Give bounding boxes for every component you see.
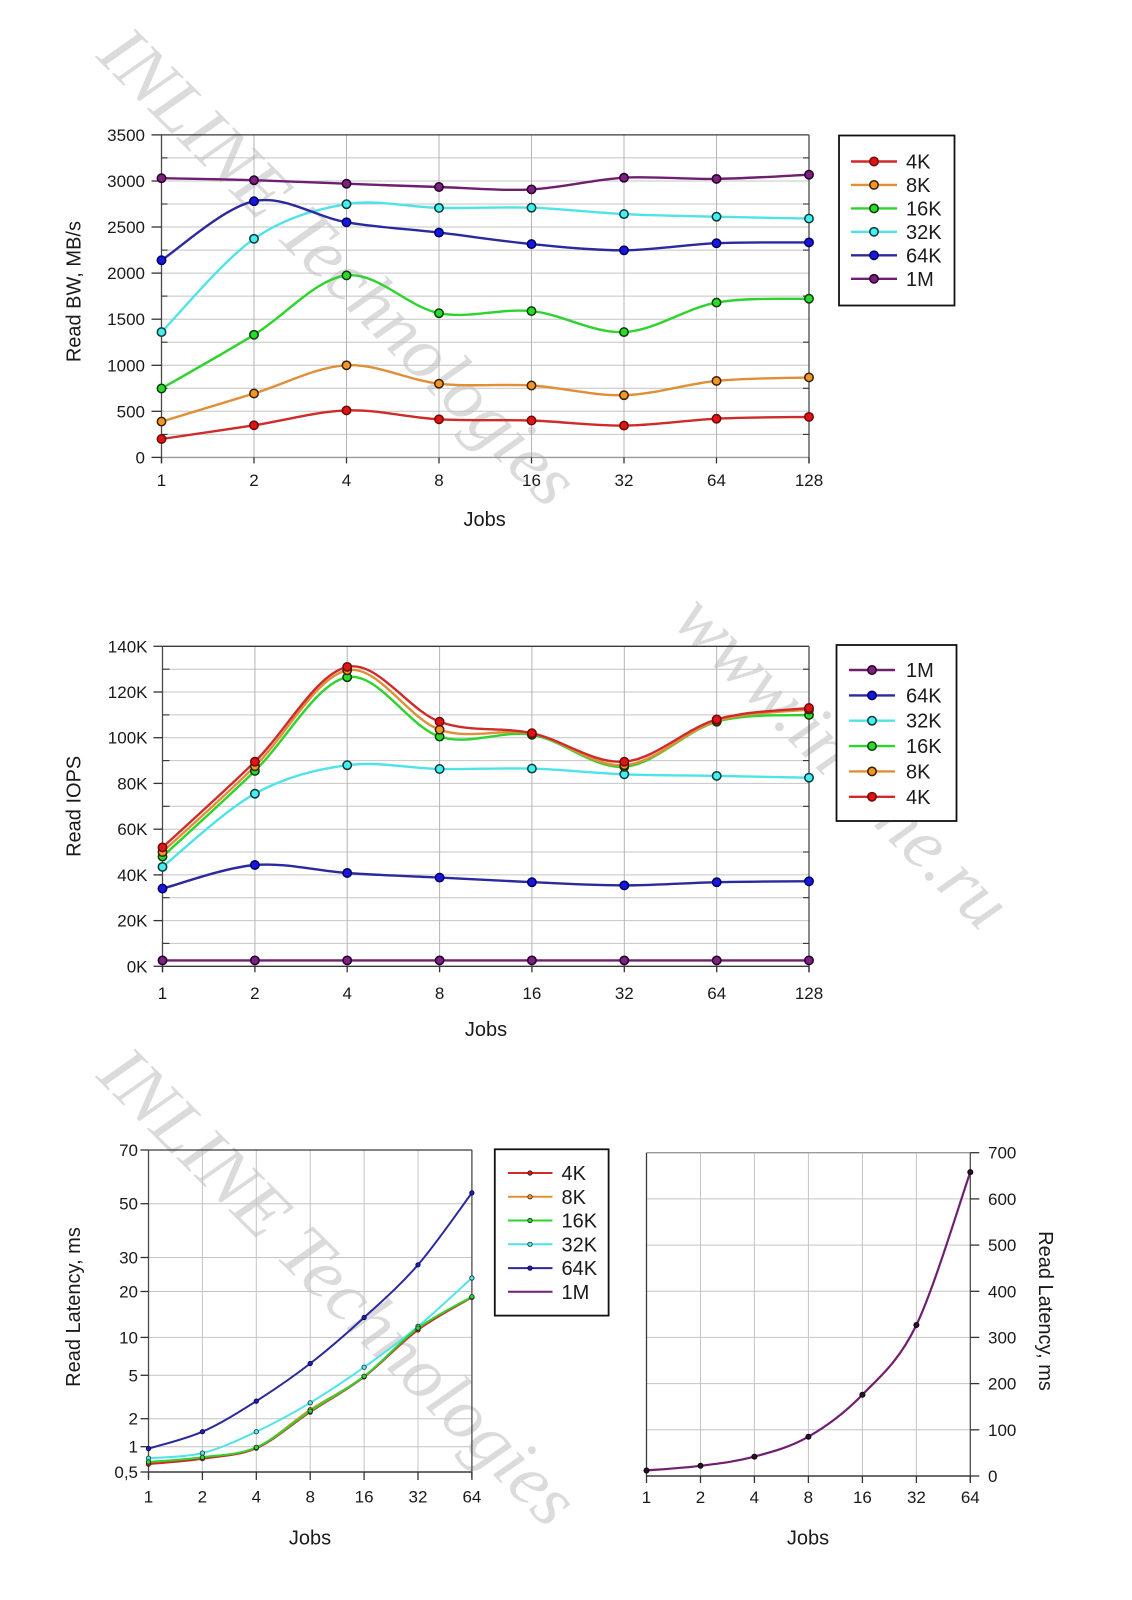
svg-text:0K: 0K xyxy=(127,957,148,976)
svg-text:64: 64 xyxy=(707,984,726,1003)
svg-text:32: 32 xyxy=(409,1488,428,1507)
svg-text:32K: 32K xyxy=(562,1234,598,1256)
svg-text:600: 600 xyxy=(988,1190,1016,1209)
svg-text:16: 16 xyxy=(522,471,541,490)
svg-text:8K: 8K xyxy=(906,175,931,197)
svg-text:3000: 3000 xyxy=(107,172,145,191)
svg-text:8K: 8K xyxy=(562,1187,587,1209)
svg-text:30: 30 xyxy=(119,1249,138,1268)
svg-text:16: 16 xyxy=(355,1488,374,1507)
svg-text:128: 128 xyxy=(795,471,823,490)
svg-text:0: 0 xyxy=(136,448,145,467)
svg-text:700: 700 xyxy=(988,1144,1016,1163)
svg-text:32K: 32K xyxy=(906,222,942,244)
svg-text:64: 64 xyxy=(462,1488,481,1507)
svg-text:4: 4 xyxy=(342,471,351,490)
svg-text:2: 2 xyxy=(696,1488,705,1507)
svg-text:4: 4 xyxy=(750,1488,759,1507)
svg-text:4K: 4K xyxy=(562,1163,587,1185)
svg-text:1000: 1000 xyxy=(107,356,145,375)
svg-text:Read Latency, ms: Read Latency, ms xyxy=(63,1227,85,1387)
svg-text:8: 8 xyxy=(305,1488,314,1507)
svg-text:Jobs: Jobs xyxy=(463,509,505,531)
svg-text:64: 64 xyxy=(707,471,726,490)
svg-text:32: 32 xyxy=(615,471,634,490)
svg-text:3500: 3500 xyxy=(107,126,145,145)
svg-text:60K: 60K xyxy=(117,820,148,839)
svg-text:2500: 2500 xyxy=(107,218,145,237)
svg-text:64K: 64K xyxy=(906,245,942,267)
svg-text:70: 70 xyxy=(119,1141,138,1160)
svg-text:1500: 1500 xyxy=(107,310,145,329)
svg-text:2000: 2000 xyxy=(107,264,145,283)
svg-text:100K: 100K xyxy=(108,729,148,748)
svg-text:500: 500 xyxy=(117,402,145,421)
svg-text:1: 1 xyxy=(158,984,167,1003)
svg-text:Jobs: Jobs xyxy=(787,1528,829,1550)
svg-text:64: 64 xyxy=(961,1488,980,1507)
svg-text:16K: 16K xyxy=(906,198,942,220)
svg-text:2: 2 xyxy=(249,471,258,490)
svg-text:140K: 140K xyxy=(108,637,148,656)
svg-text:1: 1 xyxy=(642,1488,651,1507)
svg-text:5: 5 xyxy=(129,1366,138,1385)
svg-text:80K: 80K xyxy=(117,774,148,793)
svg-text:10: 10 xyxy=(119,1328,138,1347)
svg-text:8: 8 xyxy=(435,984,444,1003)
svg-text:4: 4 xyxy=(342,984,351,1003)
svg-text:4: 4 xyxy=(252,1488,261,1507)
svg-text:300: 300 xyxy=(988,1328,1016,1347)
svg-text:0,5: 0,5 xyxy=(114,1463,138,1482)
svg-text:INLINE Technologies: INLINE Technologies xyxy=(82,10,594,522)
svg-text:8: 8 xyxy=(434,471,443,490)
svg-text:1: 1 xyxy=(157,471,166,490)
svg-text:20K: 20K xyxy=(117,912,148,931)
svg-text:2: 2 xyxy=(250,984,259,1003)
svg-text:4K: 4K xyxy=(906,787,931,809)
svg-text:16K: 16K xyxy=(906,736,942,758)
svg-text:Read Latency, ms: Read Latency, ms xyxy=(1034,1231,1056,1391)
svg-text:200: 200 xyxy=(988,1375,1016,1394)
svg-text:16K: 16K xyxy=(562,1211,598,1233)
svg-text:16: 16 xyxy=(522,984,541,1003)
svg-text:500: 500 xyxy=(988,1236,1016,1255)
svg-text:40K: 40K xyxy=(117,866,148,885)
svg-text:100: 100 xyxy=(988,1421,1016,1440)
svg-text:32: 32 xyxy=(907,1488,926,1507)
svg-text:2: 2 xyxy=(198,1488,207,1507)
svg-text:Read IOPS: Read IOPS xyxy=(64,756,86,857)
svg-text:120K: 120K xyxy=(108,683,148,702)
svg-text:1M: 1M xyxy=(562,1282,590,1304)
svg-text:16: 16 xyxy=(853,1488,872,1507)
svg-text:50: 50 xyxy=(119,1195,138,1214)
svg-text:20: 20 xyxy=(119,1283,138,1302)
svg-text:Jobs: Jobs xyxy=(465,1019,507,1041)
svg-text:1M: 1M xyxy=(906,269,934,291)
svg-text:128: 128 xyxy=(795,984,823,1003)
svg-text:64K: 64K xyxy=(906,685,942,707)
svg-text:4K: 4K xyxy=(906,152,931,174)
svg-text:400: 400 xyxy=(988,1282,1016,1301)
svg-text:1: 1 xyxy=(144,1488,153,1507)
svg-text:8: 8 xyxy=(804,1488,813,1507)
svg-text:32K: 32K xyxy=(906,711,942,733)
svg-text:8K: 8K xyxy=(906,761,931,783)
svg-text:2: 2 xyxy=(129,1410,138,1429)
svg-text:1: 1 xyxy=(129,1438,138,1457)
svg-text:64K: 64K xyxy=(562,1258,598,1280)
svg-text:Jobs: Jobs xyxy=(289,1528,331,1550)
svg-text:Read BW, MB/s: Read BW, MB/s xyxy=(64,221,86,362)
svg-text:0: 0 xyxy=(988,1467,997,1486)
svg-text:1M: 1M xyxy=(906,660,934,682)
svg-text:32: 32 xyxy=(615,984,634,1003)
